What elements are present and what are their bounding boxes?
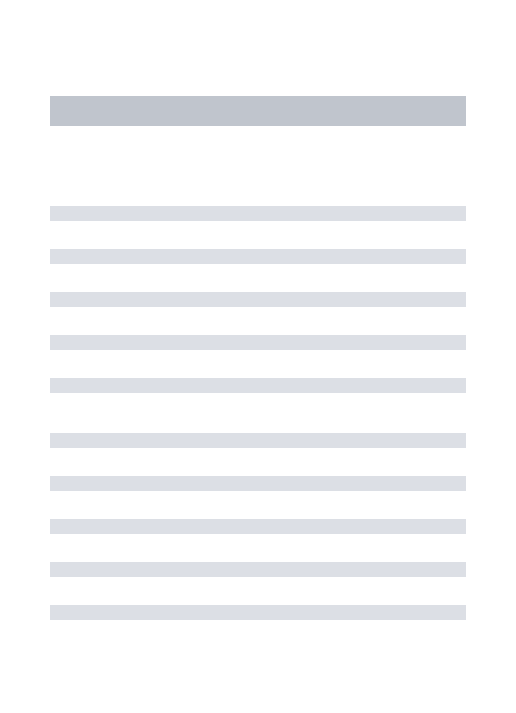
skeleton-line <box>50 433 466 448</box>
skeleton-line <box>50 292 466 307</box>
skeleton-line <box>50 562 466 577</box>
skeleton-line <box>50 206 466 221</box>
skeleton-line <box>50 249 466 264</box>
skeleton-line <box>50 605 466 620</box>
skeleton-line <box>50 519 466 534</box>
skeleton-line <box>50 476 466 491</box>
skeleton-line <box>50 335 466 350</box>
skeleton-line-groups <box>50 206 466 620</box>
skeleton-header-bar <box>50 96 466 126</box>
skeleton-header <box>50 96 466 126</box>
skeleton-line <box>50 378 466 393</box>
skeleton-line-group <box>50 433 466 620</box>
skeleton-line-group <box>50 206 466 393</box>
